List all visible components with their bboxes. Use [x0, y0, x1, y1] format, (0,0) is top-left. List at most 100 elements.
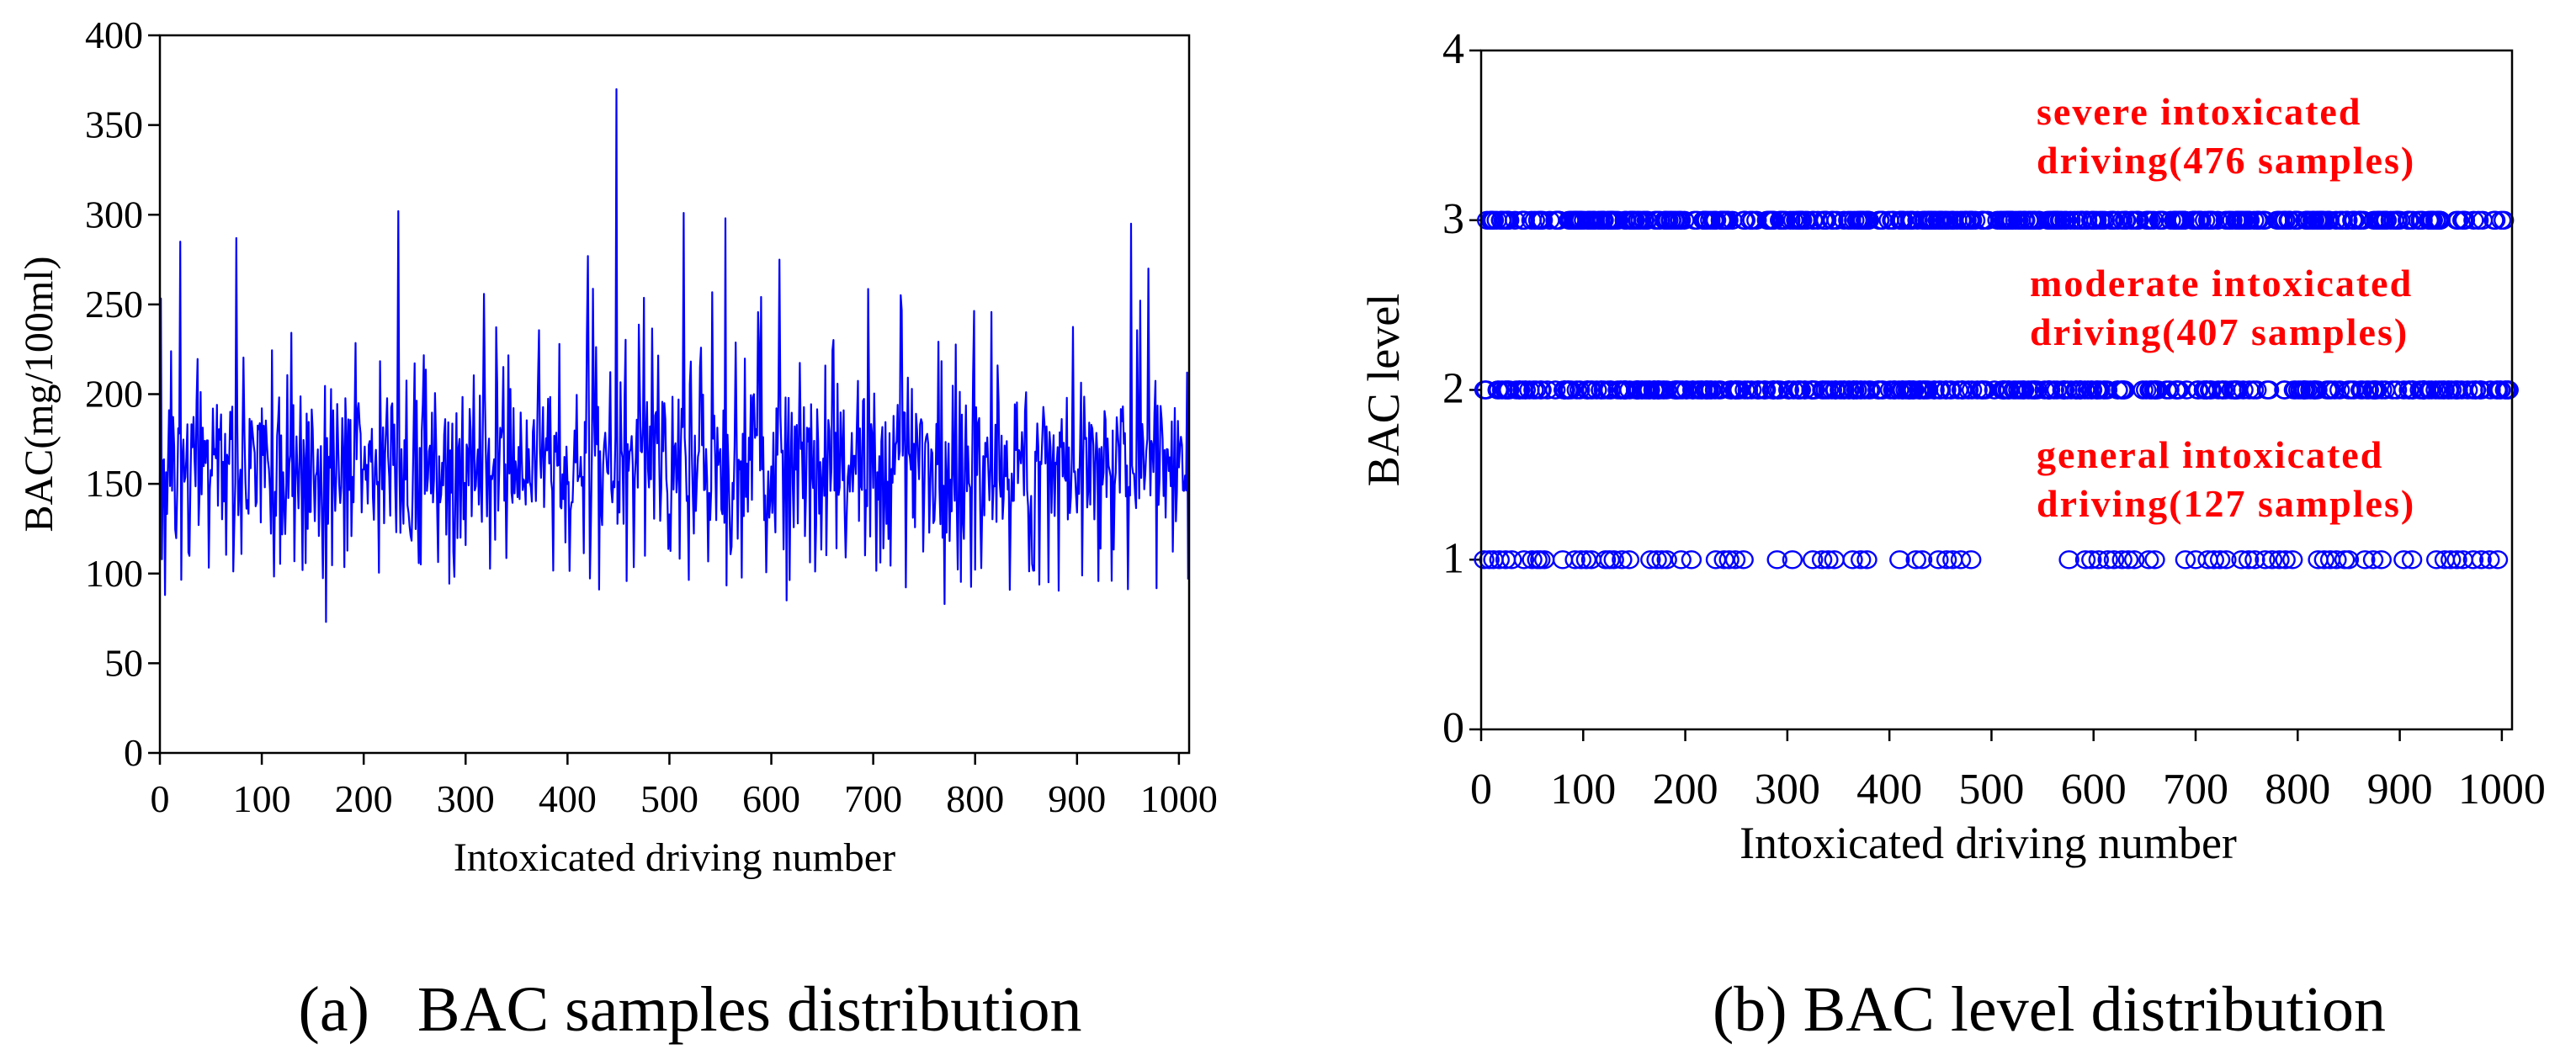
chart-a-ytick-label: 400	[85, 13, 143, 56]
chart-a-xtick-label: 300	[437, 777, 495, 820]
chart-b-point-level-2	[2096, 380, 2118, 400]
chart-a-xtick-label: 600	[742, 777, 800, 820]
chart-b-point-level-2	[1755, 380, 1777, 400]
chart-b-point-level-1	[2138, 550, 2159, 570]
chart-b-point-level-1	[2203, 550, 2225, 570]
chart-b-point-level-3	[1504, 210, 1526, 230]
chart-b-point-level-1	[2238, 550, 2260, 570]
chart-b-point-level-2	[1941, 380, 1963, 400]
chart-b-point-level-3	[1532, 210, 1554, 230]
chart-b-point-level-2	[1499, 380, 1520, 400]
chart-b-point-level-2	[2060, 380, 2082, 400]
chart-a: 0 100 200 300 400 500 600 700 800 900 1000 0 50 100 15…	[17, 13, 1218, 1045]
chart-b-point-level-2	[2201, 380, 2223, 400]
chart-b-xlabel: Intoxicated driving number	[1739, 818, 2237, 868]
chart-b-point-level-2	[2498, 380, 2519, 400]
chart-b-ytick-label: 1	[1442, 534, 1464, 582]
chart-b-annotation-line2: driving(476 samples)	[2037, 139, 2415, 182]
chart-b-annotation-line2: driving(407 samples)	[2030, 310, 2409, 353]
chart-b-point-level-1	[1656, 550, 1677, 570]
chart-b-xtick-label: 200	[1653, 766, 1718, 814]
chart-b-point-level-2	[1930, 380, 1952, 400]
chart-b-point-level-1	[2471, 550, 2492, 570]
chart-b-point-level-1	[2261, 550, 2283, 570]
chart-b-point-level-1	[1856, 550, 1878, 570]
chart-b-point-level-2	[1740, 380, 1762, 400]
chart-b-ytick-label: 3	[1442, 195, 1464, 243]
chart-a-xlabel: Intoxicated driving number	[454, 835, 895, 880]
chart-b-point-level-1	[1603, 550, 1624, 570]
chart-b-point-level-1	[1513, 550, 1535, 570]
chart-a-caption: (a) BAC samples distribution	[299, 974, 1082, 1045]
chart-b-point-level-2	[2456, 380, 2478, 400]
chart-b-point-level-3	[2463, 210, 2484, 230]
chart-b-annotation-line1: severe intoxicated	[2037, 90, 2361, 133]
chart-b-xtick-label: 500	[1958, 766, 2024, 814]
chart-b-point-level-3	[1607, 210, 1628, 230]
chart-a-ytick-label: 350	[85, 103, 143, 146]
chart-a-line	[158, 87, 1189, 623]
chart-b-point-level-1	[2362, 550, 2384, 570]
chart-b-point-level-2	[1544, 380, 1566, 400]
chart-b-point-level-1	[1802, 550, 1824, 570]
chart-b-point-level-1	[2074, 550, 2096, 570]
chart-b-point-level-2	[1569, 380, 1591, 400]
chart-b-point-level-1	[2462, 550, 2484, 570]
chart-b-point-level-1	[1489, 550, 1511, 570]
chart-b-point-level-1	[2216, 550, 2237, 570]
chart-b-point-level-1	[2144, 550, 2165, 570]
chart-b-point-level-1	[2313, 550, 2335, 570]
chart-b-point-level-1	[1570, 550, 1592, 570]
chart-a-xtick-label: 200	[335, 777, 393, 820]
chart-b-point-level-1	[2097, 550, 2118, 570]
chart-b-point-level-3	[2143, 210, 2164, 230]
chart-b-point-level-1	[2088, 550, 2110, 570]
chart-b-point-level-1	[2244, 550, 2265, 570]
chart-b-point-level-1	[2209, 550, 2231, 570]
chart-b-point-level-3	[1775, 210, 1796, 230]
chart-b-point-level-3	[2128, 210, 2149, 230]
chart-b-point-level-3	[2484, 210, 2506, 230]
chart-b-annotation-line1: moderate intoxicated	[2030, 262, 2413, 305]
chart-b-point-level-3	[2336, 210, 2358, 230]
chart-a-xtick-label: 500	[640, 777, 698, 820]
chart-b-point-level-1	[2338, 550, 2360, 570]
chart-b-point-level-1	[1640, 550, 1661, 570]
chart-b-xtick-label: 700	[2163, 766, 2228, 814]
chart-b-point-level-1	[1811, 550, 1833, 570]
chart-b-point-level-2	[2159, 380, 2180, 400]
chart-a-xtick-label: 1000	[1140, 777, 1218, 820]
chart-b-ytick-label: 2	[1442, 365, 1464, 413]
chart-b-point-level-1	[1911, 550, 1933, 570]
chart-b-point-level-2	[2329, 380, 2350, 400]
chart-b-point-level-1	[2058, 550, 2079, 570]
chart-b-ytick-label: 0	[1442, 704, 1464, 752]
chart-b-point-level-2	[2258, 380, 2280, 400]
chart-b-point-level-1	[2355, 550, 2376, 570]
chart-b-point-level-1	[1889, 550, 1910, 570]
chart-b-point-level-1	[1950, 550, 1972, 570]
chart-a-xtick-label: 100	[233, 777, 291, 820]
chart-b-ylabel: BAC level	[1358, 294, 1409, 486]
chart-b-ticks: 0 100 200 300 400 500 600 700 800 900 1000 0 1 2 3 4	[1442, 25, 2546, 814]
chart-b-point-level-1	[2425, 550, 2447, 570]
chart-b-point-level-3	[2255, 210, 2276, 230]
chart-b-point-level-1	[1733, 550, 1754, 570]
chart-b-point-level-2	[2233, 380, 2254, 400]
chart-b-point-level-2	[2188, 380, 2209, 400]
chart-b-point-level-3	[1826, 210, 1847, 230]
chart-a-ytick-label: 250	[85, 283, 143, 326]
chart-b-point-level-1	[1718, 550, 1739, 570]
chart-b-point-level-1	[1842, 550, 1863, 570]
chart-b-xtick-label: 900	[2367, 766, 2433, 814]
chart-b-annotation-line2: driving(127 samples)	[2037, 482, 2415, 525]
chart-a-xtick-label: 400	[539, 777, 597, 820]
chart-b-point-level-3	[1705, 210, 1727, 230]
chart-a-xtick-label: 900	[1048, 777, 1106, 820]
chart-b-caption: (b) BAC level distribution	[1713, 974, 2386, 1045]
chart-b-point-level-3	[1858, 210, 1880, 230]
chart-b-point-level-1	[1522, 550, 1543, 570]
chart-b: 0 100 200 300 400 500 600 700 800 900 1000 0 1 2 3 4 se…	[1358, 25, 2546, 1045]
chart-b-xtick-label: 0	[1470, 766, 1492, 814]
